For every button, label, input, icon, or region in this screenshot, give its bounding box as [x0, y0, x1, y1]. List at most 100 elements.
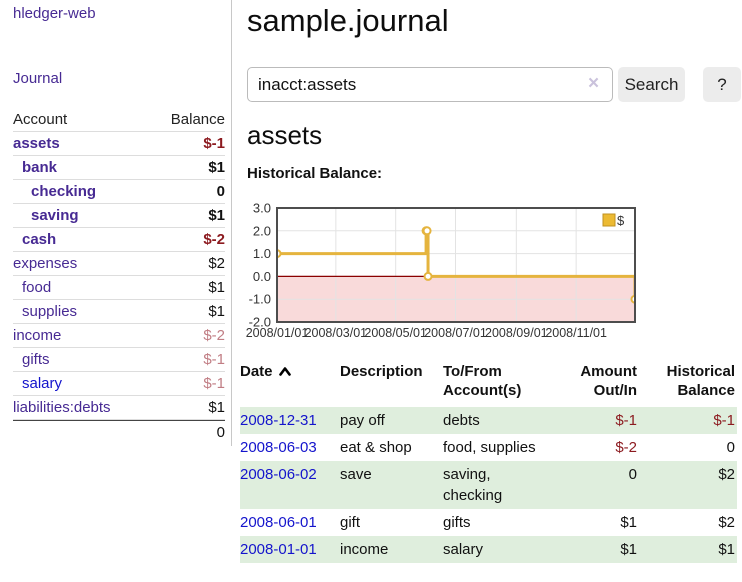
sidebar-item-journal[interactable]: Journal [13, 70, 63, 87]
sidebar: hledger-web Journal Account Balance asse… [0, 0, 232, 446]
account-link[interactable]: expenses [13, 255, 78, 272]
search-input[interactable] [247, 67, 613, 102]
account-row: salary $-1 [13, 372, 225, 396]
accounts-total-value: 0 [216, 423, 225, 441]
transaction-description: gift [340, 513, 361, 531]
transaction-amount: 0 [628, 465, 637, 483]
column-header-accounts: To/From Account(s) [443, 363, 522, 399]
app-title-link[interactable]: hledger-web [13, 5, 96, 22]
account-link[interactable]: saving [31, 207, 79, 224]
accounts-panel: Account Balance assets $-1 bank $1 checking 0… [13, 108, 225, 443]
transaction-date-link[interactable]: 2008-12-31 [240, 411, 317, 429]
svg-text:1.0: 1.0 [253, 246, 271, 261]
transaction-date-link[interactable]: 2008-06-03 [240, 438, 317, 456]
account-link[interactable]: gifts [22, 351, 50, 368]
account-row: income $-2 [13, 324, 225, 348]
register-header-row: Date Description To/From Account(s) Amou… [240, 361, 737, 407]
legend-swatch [602, 213, 616, 227]
svg-text:0.0: 0.0 [253, 269, 271, 284]
plot-border [276, 207, 636, 323]
account-link[interactable]: supplies [22, 303, 78, 320]
transaction-date-link[interactable]: 2008-01-01 [240, 540, 317, 558]
account-balance: $1 [208, 159, 225, 176]
accounts-header-balance: Balance [170, 111, 225, 128]
svg-text:2008/05/01: 2008/05/01 [364, 326, 427, 340]
svg-text:2008/09/01: 2008/09/01 [485, 326, 548, 340]
account-link[interactable]: salary [22, 375, 63, 392]
line-chart-canvas: 3.0 2.0 1.0 0.0 -1.0 -2.02008/01/012008/03/01… [246, 201, 636, 340]
account-balance: $1 [208, 399, 225, 416]
account-balance: $1 [208, 303, 225, 320]
account-balance: $-1 [203, 351, 225, 368]
transaction-row: 2008-06-01 gift gifts $1 $2 [240, 509, 737, 536]
transaction-amount: $1 [620, 513, 637, 531]
transaction-accounts: salary [443, 540, 484, 558]
page-title: sample.journal [247, 3, 449, 38]
transaction-description: save [340, 465, 372, 483]
svg-text:2008/01/01: 2008/01/01 [246, 326, 309, 340]
chart-title: Historical Balance: [247, 165, 383, 182]
svg-text:-2.0: -2.0 [249, 315, 271, 330]
account-balance: $2 [208, 255, 225, 272]
svg-text:2.0: 2.0 [253, 223, 271, 238]
account-link[interactable]: liabilities:debts [13, 399, 111, 416]
clear-search-icon[interactable]: × [588, 73, 600, 94]
search-form: × Search ? [247, 67, 742, 103]
account-balance: $-1 [203, 135, 225, 152]
transaction-accounts: gifts [443, 513, 471, 531]
sort-ascending-icon [278, 363, 291, 382]
date-header-label: Date [240, 363, 273, 380]
column-header-date[interactable]: Date [240, 361, 340, 407]
search-button[interactable]: Search [618, 67, 685, 102]
help-button[interactable]: ? [703, 67, 741, 102]
account-link[interactable]: checking [31, 183, 97, 200]
svg-text:-1.0: -1.0 [249, 292, 271, 307]
transaction-balance: $-1 [713, 411, 735, 429]
transaction-row: 2008-06-02 save saving, checking 0 $2 [240, 460, 737, 509]
register-table: Date Description To/From Account(s) Amou… [240, 361, 737, 563]
account-rows: assets $-1 bank $1 checking 0 saving $1 cash $-2 e… [13, 132, 225, 420]
column-header-balance: Historical Balance [666, 363, 735, 399]
transaction-description: eat & shop [340, 438, 412, 456]
svg-text:2008/03/01: 2008/03/01 [305, 326, 368, 340]
register-body: 2008-12-31 pay off debts $-1 $-1 2008-06-03 ea… [240, 406, 737, 563]
legend-label: $ [617, 213, 625, 228]
transaction-amount: $-2 [615, 438, 637, 456]
account-balance: $-2 [203, 231, 225, 248]
data-point [423, 271, 433, 281]
account-balance: 0 [216, 183, 225, 200]
account-balance: $1 [208, 207, 225, 224]
transaction-row: 2008-12-31 pay off debts $-1 $-1 [240, 406, 737, 434]
transaction-accounts: debts [443, 411, 480, 429]
transaction-amount: $1 [620, 540, 637, 558]
account-balance: $-2 [203, 327, 225, 344]
account-balance: $1 [208, 279, 225, 296]
account-link[interactable]: food [22, 279, 52, 296]
svg-text:2008/07/01: 2008/07/01 [424, 326, 487, 340]
account-row: saving $1 [13, 204, 225, 228]
account-row: assets $-1 [13, 132, 225, 156]
transaction-balance: $1 [718, 540, 735, 558]
account-row: gifts $-1 [13, 348, 225, 372]
account-link[interactable]: income [13, 327, 62, 344]
transaction-balance: $2 [718, 465, 735, 483]
accounts-total-row: 0 [13, 420, 225, 443]
column-header-description: Description [340, 363, 423, 380]
transaction-balance: $2 [718, 513, 735, 531]
transaction-date-link[interactable]: 2008-06-01 [240, 513, 317, 531]
account-row: cash $-2 [13, 228, 225, 252]
transaction-description: pay off [340, 411, 385, 429]
account-link[interactable]: bank [22, 159, 58, 176]
svg-text:2008/11/01: 2008/11/01 [545, 326, 607, 340]
account-link[interactable]: assets [13, 135, 60, 152]
transaction-accounts: food, supplies [443, 438, 536, 456]
accounts-header-account: Account [13, 111, 68, 128]
column-header-amount: Amount Out/In [580, 363, 637, 399]
accounts-header-row: Account Balance [13, 108, 225, 132]
account-link[interactable]: cash [22, 231, 57, 248]
transaction-row: 2008-01-01 income salary $1 $1 [240, 535, 737, 563]
historical-balance-chart: 3.0 2.0 1.0 0.0 -1.0 -2.0 2008/01/01 2008/03/01… [240, 200, 644, 342]
account-row: supplies $1 [13, 300, 225, 324]
transaction-date-link[interactable]: 2008-06-02 [240, 465, 317, 483]
transaction-balance: 0 [726, 438, 735, 456]
